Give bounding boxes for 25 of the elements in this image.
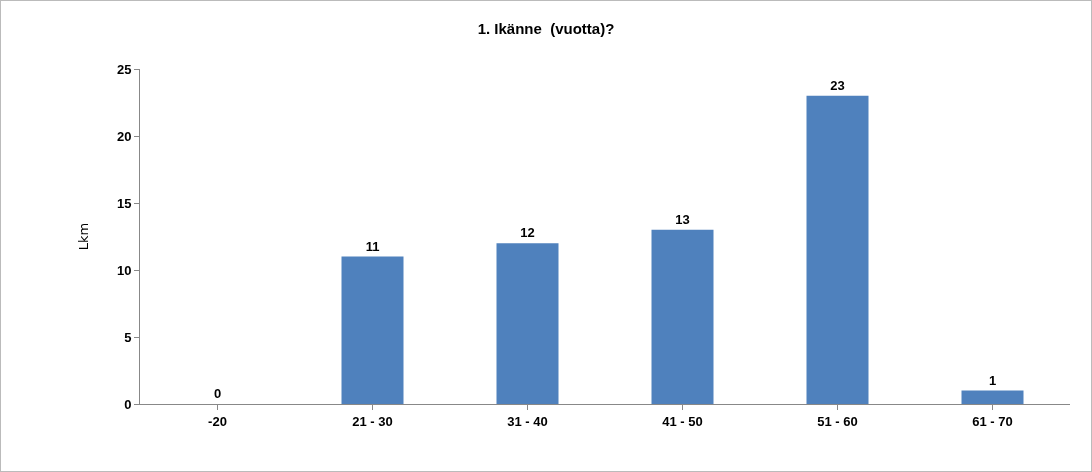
- x-tick-label: 61 - 70: [972, 413, 1013, 429]
- x-tick-label: 21 - 30: [352, 413, 393, 429]
- bar: [341, 256, 404, 404]
- y-tick-label: 10: [116, 262, 132, 278]
- bar: [651, 229, 714, 404]
- y-tick-label: 0: [124, 396, 132, 412]
- y-tick-label: 20: [116, 128, 132, 144]
- data-label: 11: [365, 238, 380, 254]
- data-label: 23: [830, 77, 845, 93]
- data-label: 0: [213, 386, 222, 401]
- x-tick-label: 41 - 50: [662, 413, 703, 429]
- bar: [496, 243, 559, 404]
- y-axis-title: Lkm: [75, 222, 91, 251]
- bar: [961, 390, 1024, 404]
- y-tick-label: 15: [116, 195, 132, 211]
- x-tick-label: 51 - 60: [817, 413, 858, 429]
- y-tick-label: 25: [116, 61, 132, 77]
- chart-title: 1. Ikänne (vuotta)?: [477, 20, 615, 38]
- y-tick-label: 5: [124, 329, 132, 345]
- x-tick-label: -20: [208, 413, 227, 429]
- data-label: 1: [988, 372, 997, 388]
- x-tick-label: 31 - 40: [507, 413, 548, 429]
- bar: [806, 95, 869, 404]
- data-label: 12: [520, 225, 535, 241]
- data-label: 13: [675, 211, 690, 227]
